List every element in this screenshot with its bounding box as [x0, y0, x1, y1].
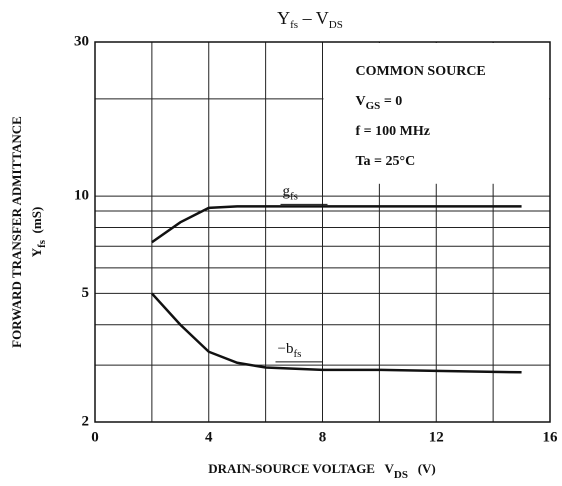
x-axis-label: DRAIN-SOURCE VOLTAGE VDS (V): [208, 461, 436, 481]
series-label-sub: fs: [290, 190, 298, 202]
x-tick-label: 0: [91, 429, 99, 445]
annotation: COMMON SOURCE: [356, 64, 486, 79]
annotation-part: = 0: [380, 94, 402, 109]
series-line: [150, 292, 522, 374]
y-label-line: FORWARD TRANSFER ADMITTANCE: [9, 116, 24, 348]
x-tick-label: 4: [205, 429, 213, 445]
x-tick-label: 8: [319, 429, 327, 445]
x-label-sub: DS: [394, 469, 408, 481]
x-tick-label: 16: [543, 429, 559, 445]
title-sub: DS: [329, 19, 343, 31]
y-label-sub: fs: [36, 239, 48, 248]
annotation: VGS = 0: [356, 94, 403, 111]
series-label: −bfs: [278, 341, 302, 359]
y-tick-label: 10: [74, 188, 89, 204]
x-label-part: (V): [408, 461, 436, 476]
title-part: Y: [277, 8, 290, 28]
plot-frame: [94, 41, 551, 423]
annotation: f = 100 MHz: [356, 124, 430, 139]
title-sub: fs: [290, 19, 298, 31]
series-label-part: g: [283, 184, 291, 200]
y-tick-label: 30: [74, 33, 89, 49]
series-line: [151, 205, 522, 244]
chart-title: Yfs – VDS: [277, 8, 343, 30]
series-label-sub: fs: [293, 347, 301, 359]
annotation-box: [323, 43, 549, 184]
title-part: – V: [298, 8, 329, 28]
annotation-sub: GS: [366, 100, 381, 112]
annotation: Ta = 25°C: [356, 154, 416, 169]
y-tick-label: 5: [82, 285, 90, 301]
y-label-line: Yfs (mS): [29, 207, 48, 258]
annotation-part: V: [356, 94, 366, 109]
y-tick-label: 2: [82, 413, 90, 429]
y-label-part: (mS): [29, 207, 44, 240]
x-label-part: DRAIN-SOURCE VOLTAGE V: [208, 461, 394, 476]
x-tick-label: 12: [429, 429, 444, 445]
series-label-part: −b: [278, 341, 294, 357]
y-axis-label: FORWARD TRANSFER ADMITTANCE Yfs (mS): [9, 116, 48, 348]
y-label-part: Y: [29, 247, 44, 257]
series-label: gfs: [283, 184, 298, 202]
